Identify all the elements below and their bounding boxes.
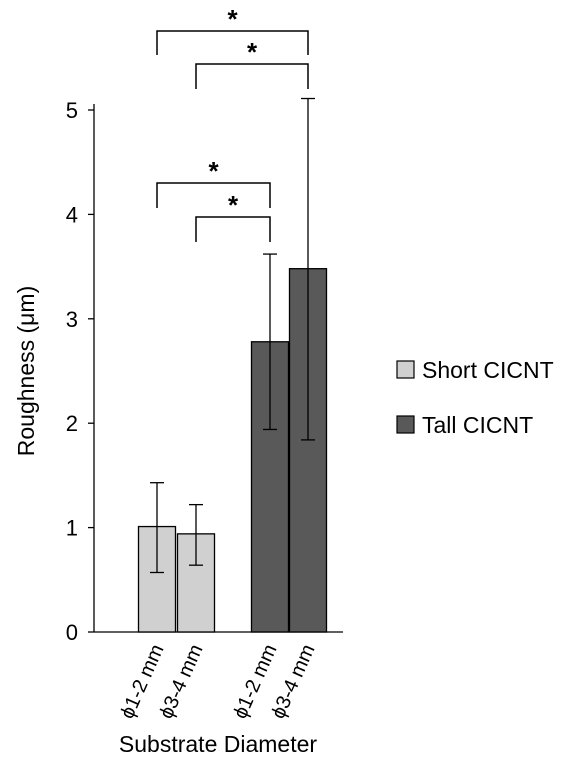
significance-bracket — [156, 182, 271, 208]
legend-swatch-tall — [396, 415, 415, 434]
y-tick-label: 3 — [66, 307, 78, 332]
significance-bracket — [195, 216, 271, 242]
y-tick-label: 0 — [66, 620, 78, 645]
significance-star: * — [247, 37, 258, 67]
significance-bracket — [195, 63, 309, 89]
significance-star: * — [208, 156, 219, 186]
y-tick-label: 4 — [66, 202, 78, 227]
significance-star: * — [228, 190, 239, 220]
y-tick-label: 2 — [66, 411, 78, 436]
legend-swatch-short — [396, 360, 415, 379]
significance-star: * — [227, 4, 238, 34]
significance-bracket — [156, 30, 309, 55]
legend-label-tall: Tall CICNT — [422, 412, 533, 438]
y-axis-title: Roughness (μm) — [13, 286, 39, 456]
legend: Short CICNT Tall CICNT — [396, 357, 554, 438]
x-axis-title: Substrate Diameter — [119, 731, 317, 757]
y-tick-label: 5 — [66, 98, 78, 123]
y-tick-label: 1 — [66, 516, 78, 541]
legend-label-short: Short CICNT — [422, 357, 554, 383]
